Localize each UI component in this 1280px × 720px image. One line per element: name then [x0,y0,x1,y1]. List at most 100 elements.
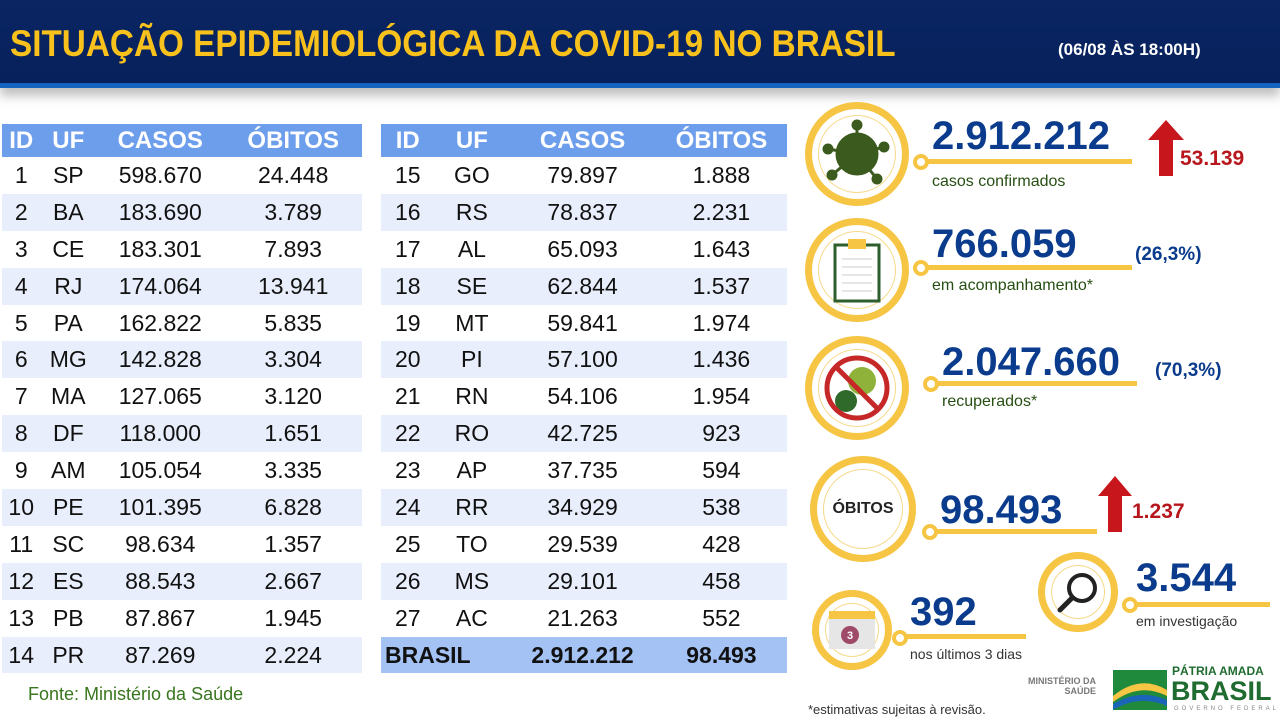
brand-main: BRASIL [1171,676,1272,706]
table-cell: SP [52,161,84,188]
table-cell: 10 [2,489,41,526]
brand-sub: GOVERNO FEDERAL [1174,706,1280,712]
states-table-right: ID UF CASOS ÓBITOS 15 GO 79.897 1.888 16 RS 78.837… [381,124,787,674]
table-cell: PB [52,604,84,631]
table-cell: 142.828 [96,341,225,379]
table-cell: 59.841 [547,309,618,336]
table-row: 13 PB 87.867 1.945 [2,600,362,637]
table-cell: 1.357 [264,530,322,557]
page-title: SITUAÇÃO EPIDEMIOLÓGICA DA COVID-19 NO B… [10,23,896,64]
table-cell: RO [434,415,510,453]
table-cell: 105.054 [118,457,202,484]
table-cell: PA [53,309,83,336]
divider-dot [913,154,929,170]
table-cell: 24.448 [258,161,329,188]
table-cell: 4 [2,267,41,305]
magnifier-icon [1057,573,1097,613]
table-cell: 1.974 [692,309,751,336]
table-cell: SC [52,530,85,557]
table-cell: MT [455,309,489,336]
brand-top: PÁTRIA AMADA [1172,664,1264,678]
divider-line [930,529,1097,534]
table-cell: RR [434,489,510,526]
table-cell: 3 [14,235,28,262]
table-cell: 87.269 [96,636,225,674]
table-cell: 16 [381,193,435,231]
table-cell: 101.395 [96,489,225,526]
table-cell: 5 [14,309,28,336]
table-cell: 2 [2,193,41,231]
table-cell: 65.093 [547,235,618,262]
table-cell: 57.100 [509,341,656,379]
table-row: 22 RO 42.725 923 [381,415,787,453]
table-cell: 62.844 [509,267,656,305]
table-cell: 3.789 [224,193,362,231]
table-cell: 1.888 [692,161,751,188]
table-cell: 26 [381,562,435,600]
arrow-up-icon [1148,120,1184,176]
table-cell: 9 [14,457,28,484]
last3-label: nos últimos 3 dias [910,646,1023,662]
divider-line [900,634,1026,639]
table-cell: 598.670 [118,161,202,188]
table-cell: 594 [702,457,741,484]
table-cell: 7.893 [264,235,322,262]
table-cell: 13.941 [224,267,362,305]
calendar-day: 3 [847,630,853,642]
table-row: 25 TO 29.539 428 [381,526,787,563]
update-date: (06/08 ÀS 18:00H) [1058,40,1201,59]
column-header: CASOS [509,124,656,157]
table-cell: 12 [2,562,41,600]
divider-dot [1122,597,1138,613]
table-cell: 2.231 [655,193,787,231]
table-cell: 42.725 [509,415,656,453]
table-cell: 162.822 [118,309,202,336]
divider-dot [892,630,908,646]
table-row: 17 AL 65.093 1.643 [381,231,787,268]
ministry-logo: MINISTÉRIO DA SAÚDE [1027,676,1096,696]
table-row: 23 AP 37.735 594 [381,452,787,489]
recovered-pct: (70,3%) [1155,360,1222,381]
total-row: BRASIL 2.912.212 98.493 [381,636,787,674]
table-cell: PR [40,636,97,674]
table-row: 16 RS 78.837 2.231 [381,193,787,231]
virus-icon-circle [805,102,909,206]
table-cell: 13 [8,604,35,631]
table-cell: 29.101 [509,562,656,600]
table-cell: 29.539 [547,530,618,557]
table-cell: PI [434,341,510,379]
table-row: 2 BA 183.690 3.789 [2,193,362,231]
table-cell: 18 [381,267,435,305]
divider-dot [913,260,929,276]
table-cell: 1.537 [655,267,787,305]
table-cell: 14 [2,636,41,674]
column-header: ÓBITOS [655,124,787,157]
table-header-row: ID UF CASOS ÓBITOS [2,124,362,157]
table-cell: 87.867 [125,604,196,631]
table-header-row: ID UF CASOS ÓBITOS [381,124,787,157]
table-cell: AP [456,457,488,484]
table-row: 15 GO 79.897 1.888 [381,157,787,194]
table-row: 9 AM 105.054 3.335 [2,452,362,489]
table-cell: 5.835 [264,309,322,336]
table-cell: RJ [40,267,97,305]
confirmed-increase: 53.139 [1180,147,1245,170]
table-cell: 183.690 [96,193,225,231]
divider-line [922,265,1132,270]
table-row: 21 RN 54.106 1.954 [381,378,787,415]
table-row: 12 ES 88.543 2.667 [2,562,362,600]
investigation-label: em investigação [1136,613,1238,629]
table-cell: 78.837 [509,193,656,231]
table-cell: 37.735 [547,457,618,484]
table-cell: 27 [394,604,421,631]
divider-dot [923,376,939,392]
table-row: 27 AC 21.263 552 [381,600,787,637]
column-header: ID [381,124,435,157]
table-row: 5 PA 162.822 5.835 [2,305,362,342]
table-cell: 552 [702,604,741,631]
no-virus-icon [824,355,890,421]
clipboard-icon [833,239,881,303]
table-cell: TO [456,530,488,557]
divider-line [1130,602,1270,607]
table-row: 24 RR 34.929 538 [381,489,787,526]
